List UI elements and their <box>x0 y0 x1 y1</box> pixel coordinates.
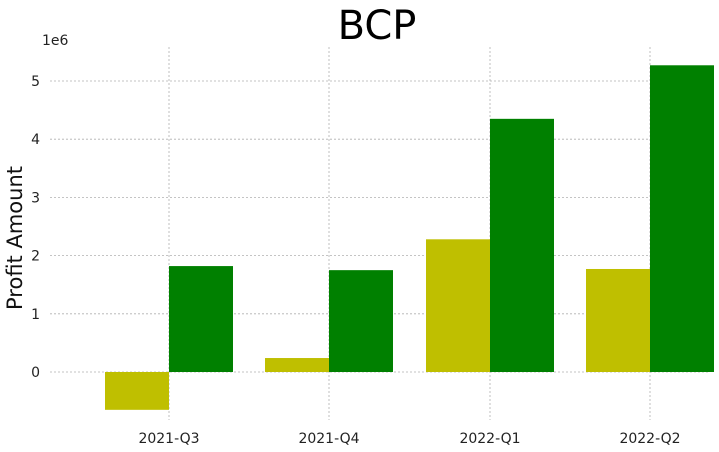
bar-series2-2021-Q4 <box>329 270 393 372</box>
y-tick-label: 2 <box>31 249 40 265</box>
bar-series2-2022-Q1 <box>490 118 554 372</box>
bar-series1-2021-Q3 <box>105 372 169 410</box>
x-tick-label: 2022-Q2 <box>619 431 680 447</box>
x-tick-label: 2021-Q3 <box>138 431 199 447</box>
x-tick-labels: 2021-Q3 2021-Q4 2022-Q1 2022-Q2 <box>138 431 680 447</box>
bar-series2-2021-Q3 <box>169 266 233 372</box>
bar-series1-2021-Q4 <box>265 358 329 372</box>
y-tick-label: 3 <box>31 190 40 206</box>
x-tick-label: 2021-Q4 <box>298 431 359 447</box>
y-tick-label: 4 <box>31 132 40 148</box>
y-tick-label: 5 <box>31 74 40 90</box>
chart-title: BCP <box>338 3 417 49</box>
x-tick-label: 2022-Q1 <box>459 431 520 447</box>
y-tick-label: 0 <box>31 365 40 381</box>
bar-series1-2022-Q2 <box>586 268 650 372</box>
y-tick-label: 1 <box>31 307 40 323</box>
bar-series1-2022-Q1 <box>426 239 490 372</box>
y-offset-label: 1e6 <box>42 33 69 49</box>
bars <box>105 65 714 410</box>
y-tick-labels: 0 1 2 3 4 5 <box>31 74 40 381</box>
y-axis-label: Profit Amount <box>3 166 27 310</box>
bar-series2-2022-Q2 <box>650 65 714 372</box>
